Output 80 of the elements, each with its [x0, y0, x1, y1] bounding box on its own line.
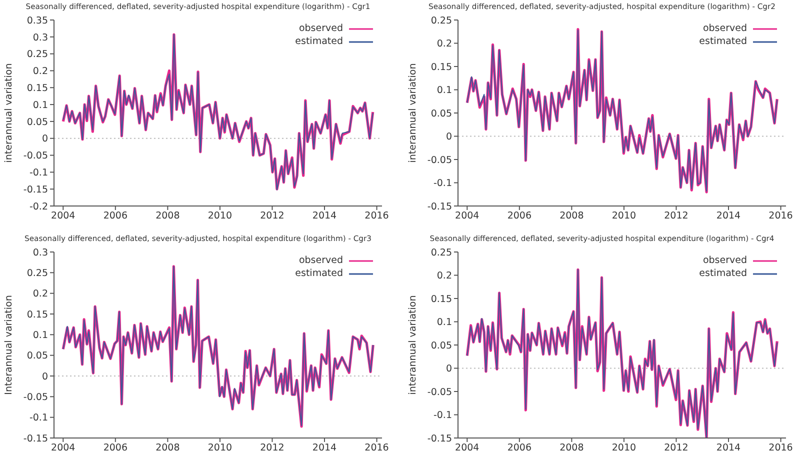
- y-tick-label: -0.1: [29, 168, 48, 179]
- x-tick-label: 2012: [260, 442, 284, 454]
- x-tick-label: 2012: [260, 210, 284, 222]
- x-tick-label: 2016: [364, 442, 389, 454]
- x-tick-label: 2016: [768, 442, 793, 454]
- legend-label: observed: [702, 22, 747, 35]
- x-tick-label: 2008: [560, 210, 584, 222]
- legend-label: observed: [298, 22, 343, 35]
- y-tick-label: -0.15: [427, 433, 452, 444]
- y-tick-label: 0.25: [430, 247, 452, 258]
- y-tick-label: 0.05: [430, 340, 452, 352]
- y-tick-label: 0: [446, 364, 452, 375]
- y-axis-title: Interannual variation: [3, 295, 14, 395]
- x-tick-label: 2004: [455, 210, 480, 222]
- x-tick-label: 2016: [768, 210, 793, 222]
- legend-label: estimated: [295, 35, 343, 48]
- y-tick-label: 0: [446, 132, 452, 143]
- legend-label: observed: [702, 254, 747, 267]
- y-tick-label: -0.05: [427, 154, 452, 166]
- y-tick-label: -0.05: [23, 150, 48, 162]
- x-tick-label: 2004: [51, 442, 76, 454]
- x-tick-label: 2010: [208, 210, 232, 222]
- x-tick-label: 2014: [716, 210, 741, 222]
- y-tick-label: 0.25: [26, 268, 48, 280]
- y-axis-title: interannual variation: [407, 295, 418, 395]
- x-tick-label: 2006: [103, 442, 128, 454]
- legend-label: observed: [298, 254, 343, 267]
- y-tick-label: 0.2: [436, 270, 452, 282]
- x-tick-label: 2006: [507, 210, 532, 222]
- y-tick-label: 0.3: [32, 32, 48, 44]
- x-tick-label: 2014: [312, 210, 337, 222]
- y-tick-label: 0.15: [430, 62, 452, 73]
- y-tick-label: 0.15: [26, 83, 48, 94]
- y-tick-label: -0.05: [427, 386, 452, 398]
- y-tick-label: 0.05: [26, 350, 48, 362]
- y-axis-title: interannual variation: [407, 63, 418, 163]
- y-tick-label: 0.1: [436, 317, 452, 328]
- x-tick-label: 2010: [612, 210, 636, 222]
- y-tick-label: 0.25: [26, 49, 48, 60]
- y-tick-label: 0.3: [32, 247, 48, 258]
- x-tick-label: 2004: [51, 210, 76, 222]
- y-tick-label: -0.1: [433, 178, 452, 190]
- y-tick-label: 0.1: [32, 100, 48, 111]
- x-tick-label: 2010: [208, 442, 232, 454]
- legend-label: estimated: [699, 35, 747, 48]
- x-tick-label: 2010: [612, 442, 636, 454]
- y-tick-label: 0.15: [430, 294, 452, 305]
- y-tick-label: -0.15: [23, 433, 48, 444]
- y-tick-label: 0.2: [32, 288, 48, 300]
- x-tick-label: 2008: [156, 210, 180, 222]
- y-tick-label: 0.05: [430, 108, 452, 120]
- x-tick-label: 2012: [664, 442, 688, 454]
- x-tick-label: 2006: [507, 442, 532, 454]
- y-axis-title: interannual variation: [3, 63, 14, 163]
- y-tick-label: -0.15: [23, 184, 48, 196]
- legend-label: estimated: [295, 267, 343, 280]
- x-tick-label: 2006: [103, 210, 128, 222]
- y-tick-label: -0.1: [29, 412, 48, 424]
- y-tick-label: -0.05: [23, 392, 48, 404]
- y-tick-label: 0.25: [430, 15, 452, 26]
- y-tick-label: 0: [42, 371, 48, 382]
- x-tick-label: 2004: [455, 442, 480, 454]
- x-tick-label: 2008: [560, 442, 584, 454]
- y-tick-label: 0.2: [436, 38, 452, 50]
- x-tick-label: 2014: [716, 442, 741, 454]
- x-tick-label: 2016: [364, 210, 389, 222]
- x-tick-label: 2012: [664, 210, 688, 222]
- y-tick-label: 0.2: [32, 66, 48, 78]
- y-tick-label: 0.35: [26, 15, 48, 26]
- y-tick-label: -0.1: [433, 410, 452, 422]
- y-tick-label: 0.1: [436, 85, 452, 96]
- y-tick-label: 0.1: [32, 330, 48, 342]
- x-tick-label: 2014: [312, 442, 337, 454]
- legend-label: estimated: [699, 267, 747, 280]
- y-tick-label: -0.2: [29, 201, 48, 212]
- y-tick-label: 0.05: [26, 116, 48, 128]
- x-tick-label: 2008: [156, 442, 180, 454]
- y-tick-label: 0: [42, 134, 48, 145]
- y-tick-label: 0.15: [26, 309, 48, 320]
- y-tick-label: -0.15: [427, 201, 452, 212]
